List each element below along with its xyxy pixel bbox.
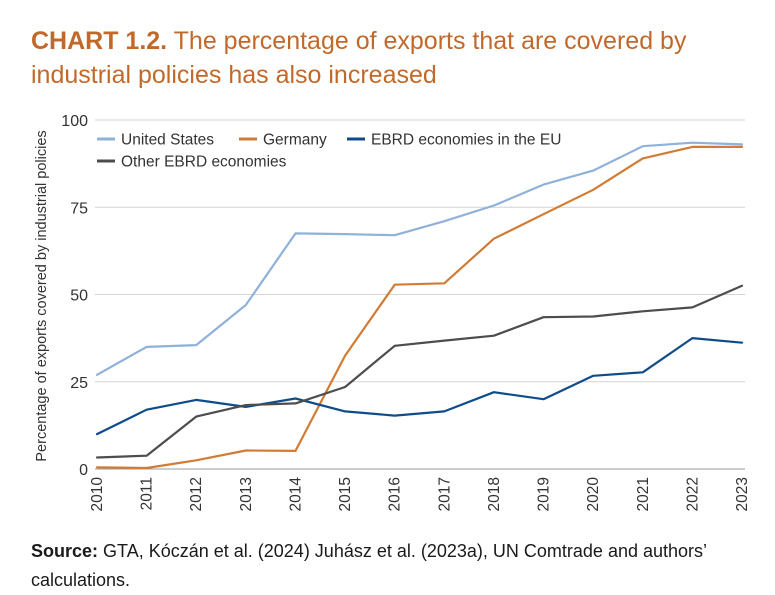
x-tick-label: 2015 [337, 477, 354, 511]
x-tick-label: 2022 [684, 477, 701, 511]
x-tick-label: 2011 [139, 477, 156, 510]
legend-label-united-states: United States [121, 132, 214, 149]
y-tick-label: 0 [79, 462, 88, 479]
y-axis-tick-labels: 0 25 50 75 100 [61, 113, 88, 479]
source-label: Source: [31, 541, 99, 561]
y-tick-label: 75 [70, 200, 88, 217]
x-tick-label: 2017 [436, 477, 453, 511]
gridlines [95, 119, 745, 470]
x-tick-label: 2012 [188, 477, 205, 511]
x-axis-tick-labels: 2010 2011 2012 2013 2014 2015 2016 2017 2018 2019… [89, 477, 751, 512]
x-tick-label: 2016 [387, 477, 404, 511]
legend-label-germany: Germany [263, 132, 327, 149]
source-text: GTA, Kóczán et al. (2024) Juhász et al. … [31, 541, 707, 590]
x-tick-label: 2010 [89, 477, 106, 512]
legend-label-ebrd-economies-in-the-eu: EBRD economies in the EU [371, 132, 561, 149]
y-tick-label: 25 [70, 375, 88, 392]
legend-label-other-ebrd-economies: Other EBRD economies [121, 154, 287, 171]
x-tick-label: 2021 [635, 477, 652, 511]
source-note: Source: GTA, Kóczán et al. (2024) Juhász… [31, 537, 751, 595]
x-tick-label: 2023 [734, 477, 751, 511]
series-line-ebrd-economies-in-the-eu [95, 337, 744, 436]
series-lines [95, 141, 744, 470]
y-tick-label: 50 [70, 288, 88, 305]
series-line-germany [95, 145, 744, 470]
series-line-other-ebrd-economies [95, 284, 744, 459]
x-tick-label: 2018 [486, 477, 503, 511]
x-tick-label: 2013 [238, 477, 255, 511]
x-tick-label: 2014 [287, 477, 304, 512]
chart-title: The percentage of exports that are cover… [31, 27, 687, 89]
chart-title-block: CHART 1.2. The percentage of exports tha… [31, 24, 751, 92]
chart-label: CHART 1.2. [31, 27, 168, 55]
y-tick-label: 100 [61, 113, 88, 130]
x-tick-label: 2019 [536, 477, 553, 511]
series-line-united-states [95, 141, 744, 376]
y-axis-label: Percentage of exports covered by industr… [34, 130, 50, 461]
legend: United States Germany EBRD economies in th… [97, 132, 561, 171]
x-tick-label: 2020 [585, 477, 602, 512]
